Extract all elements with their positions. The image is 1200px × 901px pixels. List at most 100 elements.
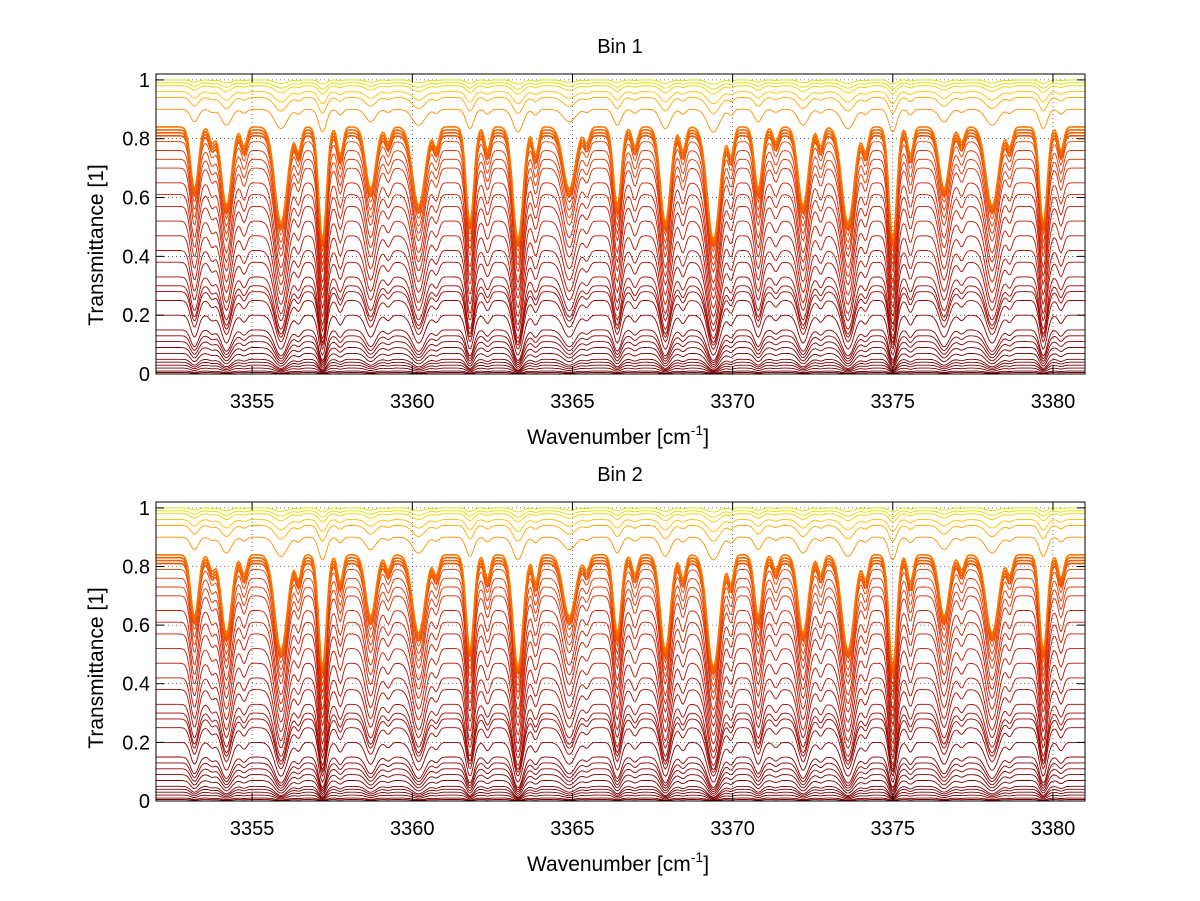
y-tick-label: 0 bbox=[139, 791, 150, 813]
series-line bbox=[156, 677, 1085, 754]
y-tick-label: 0 bbox=[139, 364, 150, 386]
x-tick-label: 3370 bbox=[710, 818, 755, 840]
series-line bbox=[156, 367, 1085, 373]
y-tick-label: 0.8 bbox=[122, 129, 150, 151]
series-line bbox=[156, 276, 1085, 340]
y-tick-label: 0.8 bbox=[122, 556, 150, 578]
series-line bbox=[156, 79, 1085, 85]
y-tick-label: 0.2 bbox=[122, 732, 150, 754]
series-line bbox=[156, 167, 1085, 274]
series-line bbox=[156, 261, 1085, 333]
series-line bbox=[156, 536, 1085, 561]
series-lines bbox=[156, 507, 1085, 802]
series-line bbox=[156, 91, 1085, 105]
series-line bbox=[156, 314, 1085, 356]
series-line bbox=[156, 372, 1085, 375]
series-line bbox=[156, 205, 1085, 300]
series-line bbox=[156, 788, 1085, 799]
series-line bbox=[156, 621, 1085, 720]
series-line bbox=[156, 712, 1085, 771]
x-tick-label: 3380 bbox=[1031, 818, 1076, 840]
x-axis-label: Wavenumber [cm-1] bbox=[527, 422, 709, 449]
axis-ticks: 3355 3360 3365 3370 3375 3380 0 0.2 0.4 0.6 0.8 1 bbox=[122, 498, 1085, 840]
x-tick-label: 3360 bbox=[390, 391, 435, 413]
chart-panel-bin-2: 3355 3360 3365 3370 3375 3380 0 0.2 0.4 0.6 0.8 1 B… bbox=[85, 464, 1086, 876]
series-line bbox=[156, 662, 1085, 746]
x-tick-label: 3355 bbox=[230, 391, 275, 413]
x-tick-label: 3380 bbox=[1031, 391, 1076, 413]
series-line bbox=[156, 510, 1085, 518]
series-line bbox=[156, 250, 1085, 327]
y-tick-label: 1 bbox=[139, 70, 150, 92]
series-line bbox=[156, 82, 1085, 90]
series-line bbox=[156, 370, 1085, 374]
y-tick-label: 1 bbox=[139, 498, 150, 520]
x-tick-label: 3370 bbox=[710, 391, 755, 413]
series-line bbox=[156, 126, 1085, 242]
plot-area-background bbox=[156, 74, 1085, 374]
x-tick-label: 3360 bbox=[390, 818, 435, 840]
series-line bbox=[156, 577, 1085, 688]
series-line bbox=[156, 335, 1085, 364]
series-line bbox=[156, 718, 1085, 774]
series-line bbox=[156, 347, 1085, 368]
y-tick-label: 0.4 bbox=[122, 246, 150, 268]
series-line bbox=[156, 610, 1085, 712]
series-line bbox=[156, 741, 1085, 783]
y-tick-label: 0.4 bbox=[122, 674, 150, 696]
series-line bbox=[156, 525, 1085, 542]
series-line bbox=[156, 150, 1085, 260]
plot-area-background bbox=[156, 502, 1085, 801]
series-line bbox=[156, 85, 1085, 95]
series-line bbox=[156, 785, 1085, 798]
y-tick-label: 0.2 bbox=[122, 305, 150, 327]
series-line bbox=[156, 799, 1085, 802]
x-axis-label: Wavenumber [cm-1] bbox=[527, 849, 709, 876]
series-line bbox=[156, 182, 1085, 284]
series-line bbox=[156, 633, 1085, 727]
series-line bbox=[156, 291, 1085, 347]
x-tick-label: 3365 bbox=[550, 818, 595, 840]
series-line bbox=[156, 507, 1085, 513]
y-axis-label: Transmittance [1] bbox=[85, 587, 108, 748]
x-tick-label: 3365 bbox=[550, 391, 595, 413]
series-line bbox=[156, 791, 1085, 800]
series-line bbox=[156, 194, 1085, 292]
series-line bbox=[156, 586, 1085, 694]
y-tick-label: 0.6 bbox=[122, 188, 150, 210]
series-line bbox=[156, 689, 1085, 760]
chart-title: Bin 1 bbox=[597, 36, 643, 58]
plot-area-frame bbox=[155, 73, 1086, 375]
plot-area-frame bbox=[155, 501, 1086, 802]
series-line bbox=[156, 300, 1085, 351]
x-tick-label: 3375 bbox=[871, 818, 916, 840]
series-line bbox=[156, 703, 1085, 767]
x-tick-label: 3355 bbox=[230, 818, 275, 840]
series-line bbox=[156, 361, 1085, 372]
y-tick-label: 0.6 bbox=[122, 615, 150, 637]
series-line bbox=[156, 794, 1085, 800]
series-line bbox=[156, 329, 1085, 362]
series-line bbox=[156, 797, 1085, 801]
series-line bbox=[156, 595, 1085, 701]
series-line bbox=[156, 235, 1085, 319]
series-line bbox=[156, 285, 1085, 344]
series-line bbox=[156, 774, 1085, 795]
series-line bbox=[156, 648, 1085, 737]
series-line bbox=[156, 352, 1085, 369]
series-line bbox=[156, 513, 1085, 523]
chart-panel-bin-1: 3355 3360 3365 3370 3375 3380 0 0.2 0.4 0.6 0.8 1 B… bbox=[85, 36, 1086, 449]
chart-title: Bin 2 bbox=[597, 464, 643, 486]
series-line bbox=[156, 358, 1085, 371]
series-line bbox=[156, 762, 1085, 791]
series-lines bbox=[156, 79, 1085, 375]
series-line bbox=[156, 220, 1085, 310]
axis-ticks: 3355 3360 3365 3370 3375 3380 0 0.2 0.4 0.6 0.8 1 bbox=[122, 70, 1085, 413]
series-line bbox=[156, 519, 1085, 533]
x-tick-label: 3375 bbox=[871, 391, 916, 413]
series-line bbox=[156, 341, 1085, 366]
series-line bbox=[156, 364, 1085, 373]
series-line bbox=[156, 756, 1085, 789]
series-line bbox=[156, 727, 1085, 778]
